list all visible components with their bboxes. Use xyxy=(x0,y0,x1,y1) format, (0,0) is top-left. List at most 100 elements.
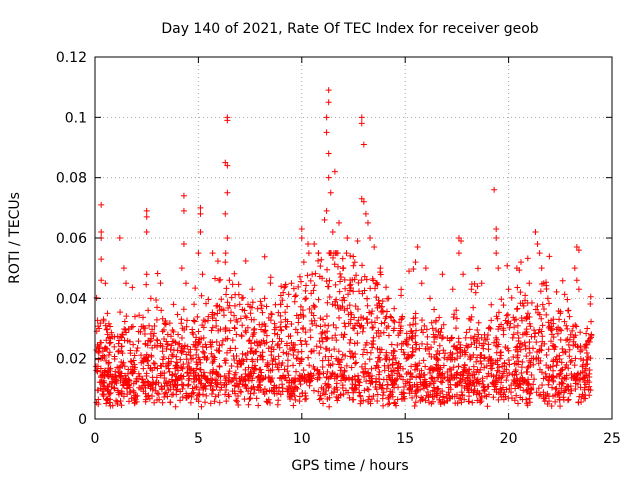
data-point xyxy=(354,340,361,347)
data-point xyxy=(392,376,399,383)
data-point xyxy=(321,216,328,223)
data-point xyxy=(510,331,517,338)
data-point xyxy=(293,312,300,319)
data-point xyxy=(281,284,288,291)
data-point xyxy=(179,325,186,332)
data-point xyxy=(212,275,219,282)
data-point xyxy=(409,394,416,401)
data-point xyxy=(198,380,205,387)
data-point xyxy=(538,315,545,322)
data-point xyxy=(333,250,340,257)
data-point xyxy=(526,345,533,352)
data-point xyxy=(193,346,200,353)
data-point xyxy=(240,377,247,384)
data-point xyxy=(408,353,415,360)
data-point xyxy=(341,331,348,338)
data-point xyxy=(426,380,433,387)
data-point xyxy=(429,398,436,405)
data-point xyxy=(526,320,533,327)
data-point xyxy=(184,382,191,389)
data-point xyxy=(143,207,150,214)
data-point xyxy=(107,323,114,330)
data-point xyxy=(203,392,210,399)
data-point xyxy=(372,280,379,287)
data-point xyxy=(332,332,339,339)
data-point xyxy=(216,348,223,355)
data-point xyxy=(318,384,325,391)
data-point xyxy=(259,376,266,383)
data-point xyxy=(187,352,194,359)
data-point xyxy=(145,307,152,314)
data-point xyxy=(565,365,572,372)
data-point xyxy=(234,398,241,405)
y-axis-label: ROTI / TECUs xyxy=(7,192,23,284)
data-point xyxy=(514,322,521,329)
data-point xyxy=(263,303,270,310)
data-point xyxy=(187,346,194,353)
data-point xyxy=(528,371,535,378)
data-point xyxy=(255,373,262,380)
data-point xyxy=(249,356,256,363)
data-point xyxy=(108,329,115,336)
data-point xyxy=(139,376,146,383)
data-point xyxy=(261,340,268,347)
data-point xyxy=(481,355,488,362)
data-point xyxy=(413,341,420,348)
data-point xyxy=(361,346,368,353)
data-point xyxy=(239,381,246,388)
data-point xyxy=(493,250,500,257)
data-point xyxy=(233,397,240,404)
data-point xyxy=(373,279,380,286)
data-point xyxy=(209,315,216,322)
data-point xyxy=(539,301,546,308)
data-point xyxy=(122,378,129,385)
data-point xyxy=(553,362,560,369)
data-point xyxy=(367,400,374,407)
data-point xyxy=(427,370,434,377)
data-point xyxy=(243,314,250,321)
data-point xyxy=(261,385,268,392)
data-point xyxy=(208,327,215,334)
data-point xyxy=(216,307,223,314)
data-point xyxy=(191,318,198,325)
data-point xyxy=(168,342,175,349)
data-point xyxy=(567,383,574,390)
data-point xyxy=(284,368,291,375)
data-point xyxy=(350,353,357,360)
data-point xyxy=(251,329,258,336)
data-point xyxy=(257,366,264,373)
data-point xyxy=(335,348,342,355)
data-point xyxy=(407,321,414,328)
data-point xyxy=(520,302,527,309)
data-point xyxy=(178,372,185,379)
data-point xyxy=(215,372,222,379)
data-point xyxy=(532,330,539,337)
data-point xyxy=(141,355,148,362)
data-point xyxy=(515,383,522,390)
data-point xyxy=(318,256,325,263)
data-point xyxy=(345,374,352,381)
data-point xyxy=(174,311,181,318)
data-point xyxy=(510,314,517,321)
data-point xyxy=(463,329,470,336)
data-point xyxy=(390,317,397,324)
data-point xyxy=(418,326,425,333)
data-point xyxy=(406,379,413,386)
data-point xyxy=(572,322,579,329)
data-point xyxy=(197,204,204,211)
data-point xyxy=(358,120,365,127)
data-point xyxy=(229,281,236,288)
data-point xyxy=(243,329,250,336)
data-point xyxy=(120,393,127,400)
data-point xyxy=(111,384,118,391)
data-point xyxy=(315,296,322,303)
data-point xyxy=(550,334,557,341)
data-point xyxy=(498,352,505,359)
data-point xyxy=(325,174,332,181)
data-point xyxy=(180,306,187,313)
data-point xyxy=(513,371,520,378)
data-point xyxy=(223,398,230,405)
data-point xyxy=(306,305,313,312)
data-point xyxy=(365,386,372,393)
data-point xyxy=(307,326,314,333)
